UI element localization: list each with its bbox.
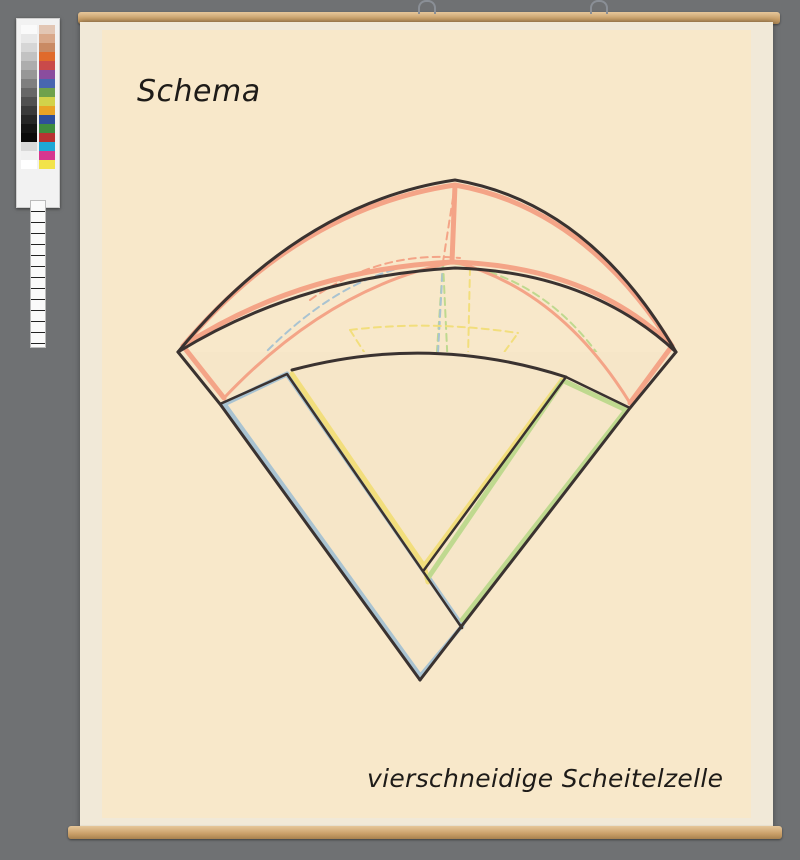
right-panel-top-outline [564,375,632,410]
inner-arch-outline [290,351,568,379]
left-panel-outline [218,372,464,630]
yellow-green-divider [422,375,568,572]
hanging-hook [418,0,436,14]
black-outlines [176,178,678,682]
bottom-hanging-rod [68,826,782,839]
color-reference-card [16,18,60,208]
colored-borders [180,182,675,679]
poster-caption: vierschneidige Scheitelzelle [367,764,724,793]
front-arch-outline [176,266,678,354]
top-hanging-rod [78,12,780,24]
hanging-hook [590,0,608,14]
gray-swatches [21,25,37,169]
ruler-scale [30,200,46,348]
cell-fill [178,352,676,680]
outer-arch-outline [176,178,678,354]
color-swatches [39,25,55,169]
poster-title: Schema [137,74,261,109]
